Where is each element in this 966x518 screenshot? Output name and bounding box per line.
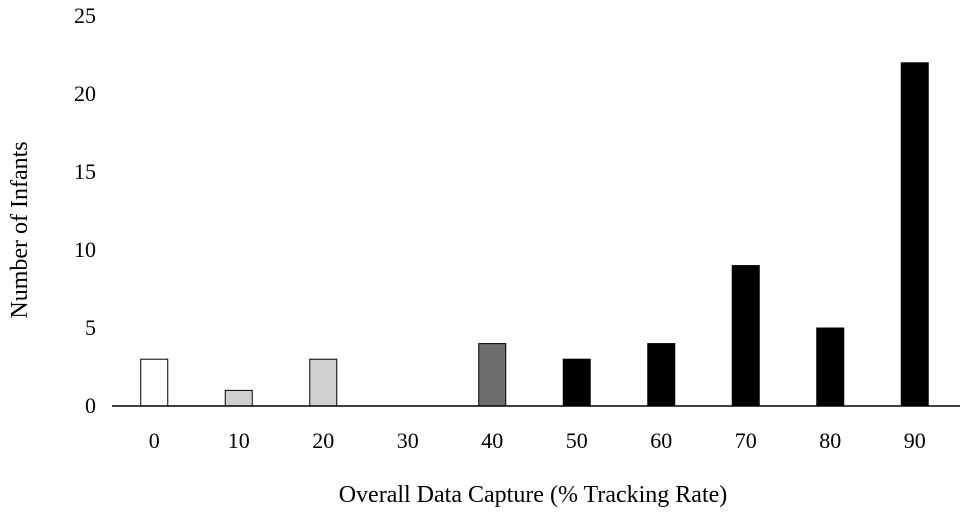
x-axis-ticks: 0 10 20 30 40 50 60 70 80 90	[149, 428, 926, 453]
y-tick-label: 0	[85, 393, 96, 418]
x-tick-label: 80	[819, 428, 841, 453]
bar-40	[478, 343, 507, 407]
bar-50	[562, 358, 591, 407]
bar-80	[816, 327, 845, 407]
bars	[140, 62, 929, 407]
y-tick-label: 5	[85, 315, 96, 340]
bar-20	[309, 358, 338, 407]
x-tick-label: 0	[149, 428, 160, 453]
x-tick-label: 60	[650, 428, 672, 453]
y-tick-label: 10	[74, 237, 96, 262]
x-axis-title: Overall Data Capture (% Tracking Rate)	[339, 482, 728, 508]
bar-60	[647, 343, 676, 407]
x-tick-label: 20	[312, 428, 334, 453]
x-tick-label: 40	[481, 428, 503, 453]
bar-70	[731, 265, 760, 407]
bar-90	[900, 62, 929, 407]
x-tick-label: 90	[904, 428, 926, 453]
x-tick-label: 70	[735, 428, 757, 453]
x-tick-label: 10	[228, 428, 250, 453]
bar-10	[224, 389, 253, 407]
y-tick-label: 25	[74, 3, 96, 28]
y-axis-ticks: 0 5 10 15 20 25	[74, 3, 96, 418]
bar-0	[140, 358, 169, 407]
x-tick-label: 30	[397, 428, 419, 453]
y-tick-label: 20	[74, 81, 96, 106]
x-tick-label: 50	[566, 428, 588, 453]
y-tick-label: 15	[74, 159, 96, 184]
y-axis-title: Number of Infants	[7, 141, 33, 318]
